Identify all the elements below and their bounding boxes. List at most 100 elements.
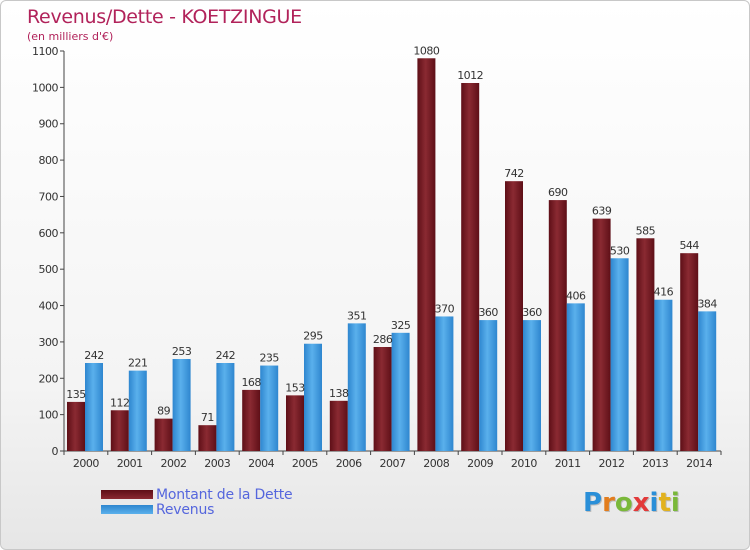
x-tick-label: 2004	[248, 457, 274, 470]
data-label-revenue: 360	[478, 306, 498, 319]
chart-data-labels: 135 242 112 221 89 253 71 242 168 235 153 295 138 351…	[66, 44, 718, 424]
y-tick-label: 700	[39, 190, 59, 203]
data-label-revenue: 235	[259, 352, 279, 365]
data-label-revenue: 253	[172, 345, 192, 358]
x-tick-label: 2001	[117, 457, 143, 470]
y-tick-label: 300	[39, 336, 59, 349]
data-label-debt: 112	[110, 396, 130, 409]
x-tick-label: 2002	[161, 457, 187, 470]
y-tick-label: 400	[39, 300, 59, 313]
bar-revenue	[566, 303, 585, 451]
bar-debt	[67, 401, 85, 451]
x-tick-label: 2014	[686, 457, 712, 470]
bar-debt	[154, 418, 173, 451]
proxiti-logo: Proxiti	[583, 488, 680, 518]
bar-debt	[373, 347, 392, 451]
x-tick-label: 2012	[599, 457, 625, 470]
x-tick-label: 2007	[380, 457, 406, 470]
y-tick-label: 900	[39, 118, 59, 131]
chart-title: Revenus/Dette - KOETZINGUE	[27, 6, 302, 28]
x-tick-label: 2013	[642, 457, 668, 470]
data-label-debt: 168	[241, 376, 261, 389]
chart-legend: Montant de la Dette Revenus	[101, 486, 293, 518]
chart-subtitle: (en milliers d'€)	[27, 30, 114, 43]
data-label-revenue: 416	[654, 286, 674, 299]
x-tick-label: 2011	[555, 457, 581, 470]
legend-label-revenue: Revenus	[156, 501, 215, 518]
data-label-revenue: 360	[522, 306, 542, 319]
bar-revenue	[347, 323, 366, 451]
bar-debt	[110, 410, 129, 451]
data-label-debt: 135	[66, 388, 86, 401]
bar-debt	[242, 389, 261, 451]
bar-revenue	[391, 332, 410, 451]
bar-revenue	[128, 370, 147, 451]
bar-debt	[329, 400, 348, 451]
bar-revenue	[698, 311, 717, 451]
bar-debt	[505, 181, 523, 451]
bar-debt	[198, 425, 217, 451]
bar-debt	[680, 253, 699, 451]
data-label-revenue: 351	[347, 309, 367, 322]
y-tick-label: 1000	[32, 81, 58, 94]
data-label-revenue: 242	[84, 349, 104, 362]
legend-item-debt: Montant de la Dette	[101, 486, 293, 503]
bar-debt	[592, 218, 611, 451]
y-tick-label: 200	[39, 372, 59, 385]
data-label-debt: 89	[157, 405, 170, 418]
y-tick-label: 500	[39, 263, 59, 276]
data-label-debt: 138	[329, 387, 349, 400]
bar-debt	[417, 58, 436, 451]
bar-revenue	[654, 299, 673, 451]
bar-revenue	[523, 320, 541, 451]
legend-swatch-debt	[101, 490, 153, 499]
bar-debt	[548, 200, 567, 451]
bar-revenue	[304, 343, 322, 451]
y-tick-label: 0	[52, 445, 59, 458]
data-label-debt: 585	[636, 224, 656, 237]
y-tick-label: 600	[39, 227, 59, 240]
data-label-debt: 742	[504, 167, 524, 180]
data-label-revenue: 325	[391, 319, 411, 332]
data-label-debt: 153	[285, 381, 305, 394]
bar-revenue	[435, 316, 454, 451]
x-tick-label: 2010	[511, 457, 537, 470]
bar-revenue	[479, 320, 498, 451]
bar-revenue	[610, 258, 629, 451]
data-label-revenue: 530	[610, 244, 630, 257]
legend-item-revenue: Revenus	[101, 501, 292, 518]
bar-debt	[636, 238, 655, 451]
bar-revenue	[85, 363, 103, 451]
data-label-revenue: 406	[566, 289, 586, 302]
bar-revenue	[172, 359, 191, 451]
data-label-revenue: 370	[435, 302, 455, 315]
data-label-debt: 286	[373, 333, 393, 346]
y-tick-label: 1100	[32, 45, 58, 58]
bar-revenue	[260, 365, 279, 451]
legend-swatch-revenue	[101, 505, 153, 514]
data-label-debt: 639	[592, 205, 612, 218]
bar-revenue	[216, 363, 235, 451]
bar-debt	[461, 83, 480, 451]
y-tick-label: 100	[39, 409, 59, 422]
data-label-revenue: 295	[303, 330, 323, 343]
x-tick-label: 2006	[336, 457, 362, 470]
x-tick-label: 2005	[292, 457, 318, 470]
x-tick-label: 2009	[467, 457, 493, 470]
x-tick-label: 2000	[73, 457, 99, 470]
data-label-revenue: 242	[216, 349, 236, 362]
data-label-debt: 71	[201, 411, 214, 424]
data-label-revenue: 384	[697, 297, 717, 310]
y-tick-label: 800	[39, 154, 59, 167]
data-label-debt: 1080	[413, 44, 439, 57]
data-label-debt: 544	[679, 239, 699, 252]
x-tick-label: 2008	[423, 457, 449, 470]
x-tick-label: 2003	[204, 457, 230, 470]
data-label-revenue: 221	[128, 357, 148, 370]
legend-label-debt: Montant de la Dette	[156, 486, 293, 503]
data-label-debt: 1012	[457, 69, 483, 82]
chart-bars	[67, 58, 717, 451]
bar-debt	[286, 395, 304, 451]
